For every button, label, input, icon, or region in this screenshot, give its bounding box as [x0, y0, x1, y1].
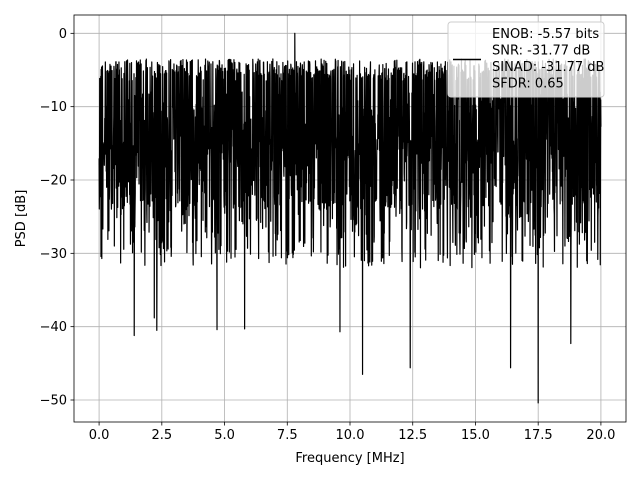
y-tick-label: −50 — [40, 394, 67, 409]
legend-entry-sfdr: SFDR: 0.65 — [492, 77, 564, 92]
axis-ticks: 0.0 2.5 5.0 7.5 10.0 12.5 15.0 17.5 20.0 0 −10 −20 −… — [40, 27, 616, 443]
x-tick-label: 17.5 — [524, 428, 553, 443]
x-tick-label: 15.0 — [461, 428, 490, 443]
y-tick-label: 0 — [59, 27, 67, 42]
y-tick-label: −40 — [40, 320, 67, 335]
y-axis-label: PSD [dB] — [14, 190, 29, 248]
x-tick-label: 0.0 — [89, 428, 110, 443]
series-layer — [98, 32, 602, 404]
y-tick-label: −30 — [40, 247, 67, 262]
legend-entry-sinad: SINAD: -31.77 dB — [492, 60, 604, 75]
x-axis-label: Frequency [MHz] — [295, 451, 404, 466]
y-tick-label: −10 — [40, 100, 67, 115]
x-tick-label: 12.5 — [398, 428, 427, 443]
legend-entry-enob: ENOB: -5.57 bits — [492, 27, 599, 42]
x-tick-label: 20.0 — [586, 428, 615, 443]
x-tick-label: 10.0 — [336, 428, 365, 443]
y-tick-label: −20 — [40, 174, 67, 189]
x-tick-label: 7.5 — [277, 428, 298, 443]
x-tick-label: 5.0 — [214, 428, 235, 443]
legend-box — [447, 21, 605, 98]
legend-entry-snr: SNR: -31.77 dB — [492, 44, 590, 59]
legend: ENOB: -5.57 bits SNR: -31.77 dB SINAD: -… — [447, 21, 605, 98]
psd-series-line — [98, 32, 602, 404]
x-tick-label: 2.5 — [151, 428, 172, 443]
